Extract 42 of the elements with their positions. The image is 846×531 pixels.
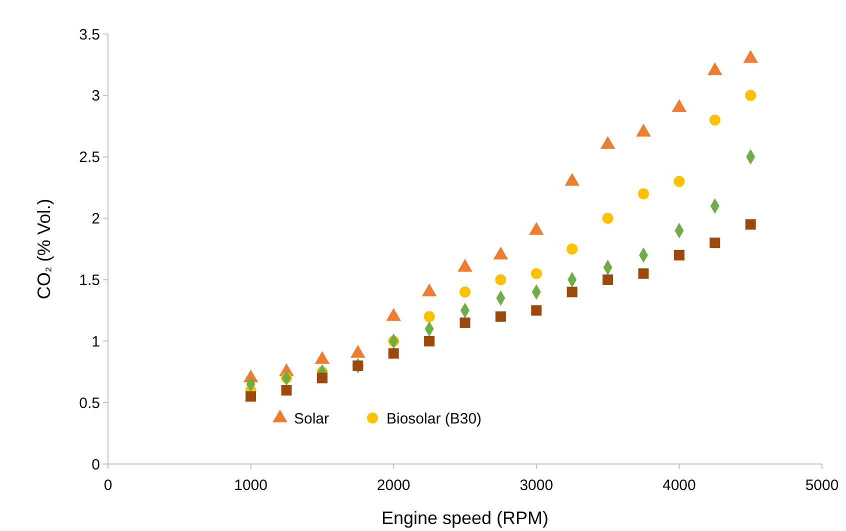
point <box>638 268 649 279</box>
point <box>566 244 578 254</box>
legend-label: Biosolar (B30) <box>386 410 482 428</box>
x-axis-title: Engine speed (RPM) <box>381 508 549 528</box>
x-tick-label: 5000 <box>805 477 839 494</box>
x-tick-label: 4000 <box>662 477 696 494</box>
y-tick-label: 1.5 <box>79 272 100 289</box>
point <box>424 336 435 346</box>
y-tick-label: 1 <box>92 333 100 350</box>
point <box>709 114 720 126</box>
x-tick-label: 2000 <box>376 477 410 494</box>
point <box>316 372 328 384</box>
point <box>388 348 399 359</box>
point <box>602 212 614 224</box>
point <box>530 268 542 280</box>
point <box>638 188 649 200</box>
point <box>281 385 292 396</box>
point <box>674 250 684 260</box>
point <box>602 274 614 285</box>
y-tick-label: 0.5 <box>79 394 100 412</box>
y-tick-label: 2.5 <box>79 149 100 166</box>
x-tick-label: 3000 <box>520 477 554 494</box>
point <box>460 317 470 328</box>
point <box>424 311 435 322</box>
y-axis-title: CO₂ (% Vol.) <box>34 198 54 300</box>
x-tick-label: 1000 <box>234 477 268 494</box>
point <box>460 286 470 298</box>
point <box>495 274 506 286</box>
point <box>531 305 542 316</box>
legend-label: Solar <box>294 410 330 428</box>
y-tick-label: 3.5 <box>79 26 100 44</box>
y-tick-label: 2 <box>92 210 100 228</box>
y-tick-label: 0 <box>92 456 100 474</box>
point <box>710 238 720 248</box>
point <box>246 391 256 402</box>
point <box>495 311 506 322</box>
x-tick-label: 0 <box>104 477 112 494</box>
point <box>674 176 685 187</box>
point <box>745 219 756 230</box>
point <box>745 90 756 101</box>
point <box>566 286 578 298</box>
y-tick-label: 3 <box>92 88 100 105</box>
